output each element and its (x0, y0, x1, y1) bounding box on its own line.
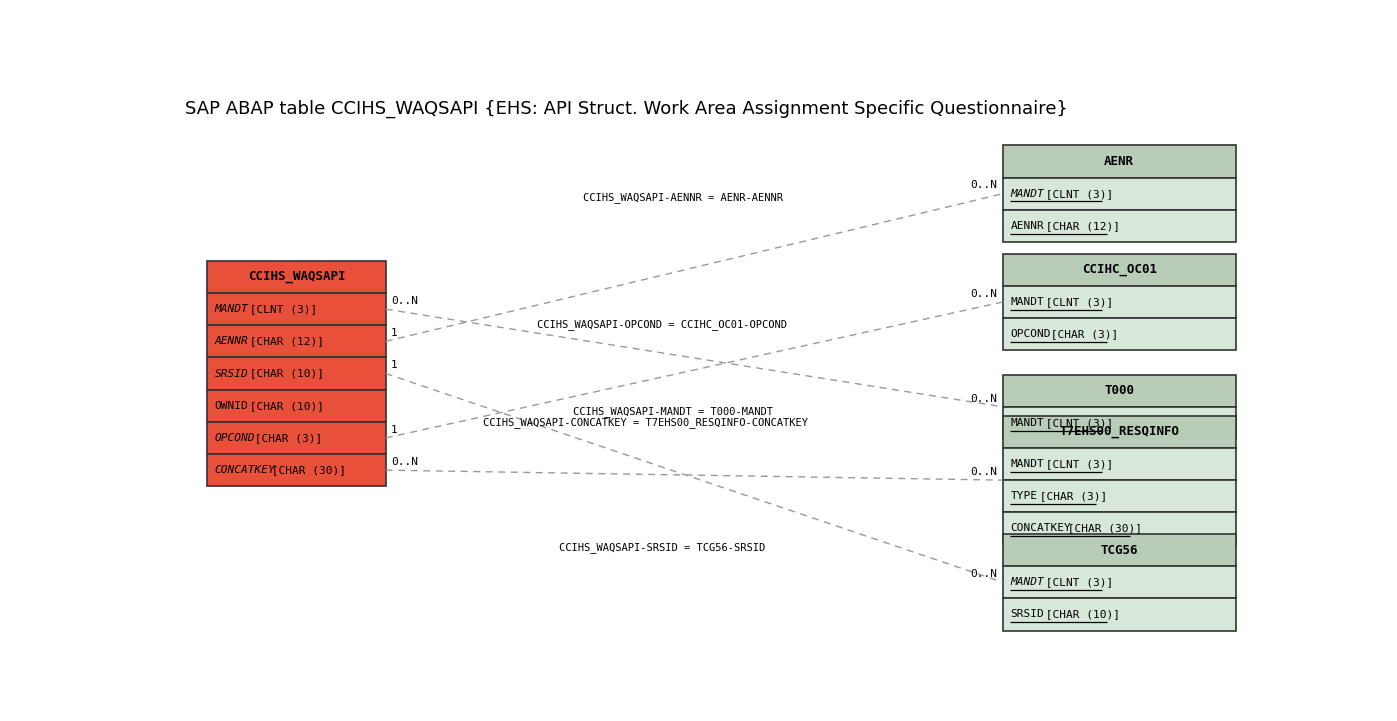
FancyBboxPatch shape (1003, 286, 1235, 318)
Text: OPCOND: OPCOND (215, 433, 256, 443)
Text: [CHAR (3)]: [CHAR (3)] (249, 433, 323, 443)
FancyBboxPatch shape (207, 261, 386, 293)
FancyBboxPatch shape (1003, 513, 1235, 544)
Text: MANDT: MANDT (1010, 578, 1044, 588)
Text: [CLNT (3)]: [CLNT (3)] (1038, 578, 1113, 588)
Text: MANDT: MANDT (1010, 297, 1044, 307)
Text: SRSID: SRSID (1010, 609, 1044, 619)
Text: 1: 1 (391, 425, 398, 435)
Text: OWNID: OWNID (215, 401, 249, 411)
Text: CCIHS_WAQSAPI-AENNR = AENR-AENNR: CCIHS_WAQSAPI-AENNR = AENR-AENNR (584, 192, 784, 203)
FancyBboxPatch shape (1003, 210, 1235, 242)
FancyBboxPatch shape (1003, 407, 1235, 439)
FancyBboxPatch shape (1003, 416, 1235, 448)
FancyBboxPatch shape (207, 293, 386, 325)
Text: CCIHS_WAQSAPI-CONCATKEY = T7EHS00_RESQINFO-CONCATKEY: CCIHS_WAQSAPI-CONCATKEY = T7EHS00_RESQIN… (483, 417, 807, 428)
Text: SAP ABAP table CCIHS_WAQSAPI {EHS: API Struct. Work Area Assignment Specific Que: SAP ABAP table CCIHS_WAQSAPI {EHS: API S… (186, 99, 1069, 118)
FancyBboxPatch shape (1003, 318, 1235, 350)
Text: TYPE: TYPE (1010, 491, 1038, 501)
FancyBboxPatch shape (1003, 375, 1235, 407)
Text: [CHAR (3)]: [CHAR (3)] (1044, 329, 1119, 339)
Text: [CHAR (30)]: [CHAR (30)] (1062, 523, 1143, 534)
Text: [CLNT (3)]: [CLNT (3)] (1038, 297, 1113, 307)
Text: CCIHC_OC01: CCIHC_OC01 (1081, 263, 1157, 276)
Text: CONCATKEY: CONCATKEY (215, 465, 275, 475)
FancyBboxPatch shape (1003, 566, 1235, 598)
FancyBboxPatch shape (207, 422, 386, 454)
Text: MANDT: MANDT (215, 304, 249, 314)
Text: CCIHS_WAQSAPI-OPCOND = CCIHC_OC01-OPCOND: CCIHS_WAQSAPI-OPCOND = CCIHC_OC01-OPCOND (536, 319, 787, 329)
FancyBboxPatch shape (1003, 598, 1235, 631)
Text: 0..N: 0..N (971, 466, 997, 477)
Text: [CLNT (3)]: [CLNT (3)] (1038, 418, 1113, 428)
Text: 0..N: 0..N (971, 394, 997, 404)
Text: AENNR: AENNR (215, 336, 249, 346)
Text: T000: T000 (1104, 384, 1134, 397)
Text: [CHAR (3)]: [CHAR (3)] (1032, 491, 1108, 501)
Text: [CLNT (3)]: [CLNT (3)] (1038, 189, 1113, 199)
FancyBboxPatch shape (207, 358, 386, 389)
Text: 1: 1 (391, 328, 398, 338)
Text: OPCOND: OPCOND (1010, 329, 1051, 339)
Text: [CHAR (10)]: [CHAR (10)] (243, 401, 324, 411)
Text: [CLNT (3)]: [CLNT (3)] (243, 304, 317, 314)
Text: 0..N: 0..N (971, 180, 997, 190)
Text: MANDT: MANDT (1010, 459, 1044, 469)
Text: AENNR: AENNR (1010, 221, 1044, 231)
FancyBboxPatch shape (1003, 177, 1235, 210)
FancyBboxPatch shape (1003, 534, 1235, 566)
Text: [CLNT (3)]: [CLNT (3)] (1038, 459, 1113, 469)
FancyBboxPatch shape (1003, 146, 1235, 177)
FancyBboxPatch shape (1003, 254, 1235, 286)
Text: AENR: AENR (1104, 155, 1134, 168)
Text: [CHAR (10)]: [CHAR (10)] (243, 368, 324, 379)
FancyBboxPatch shape (207, 389, 386, 422)
Text: [CHAR (10)]: [CHAR (10)] (1038, 609, 1119, 619)
FancyBboxPatch shape (1003, 448, 1235, 480)
Text: MANDT: MANDT (1010, 189, 1044, 199)
Text: 0..N: 0..N (391, 457, 418, 466)
Text: 0..N: 0..N (391, 296, 418, 306)
Text: CCIHS_WAQSAPI: CCIHS_WAQSAPI (247, 270, 345, 283)
Text: 0..N: 0..N (971, 569, 997, 579)
Text: MANDT: MANDT (1010, 418, 1044, 428)
Text: CCIHS_WAQSAPI-SRSID = TCG56-SRSID: CCIHS_WAQSAPI-SRSID = TCG56-SRSID (559, 542, 766, 553)
FancyBboxPatch shape (207, 454, 386, 486)
Text: [CHAR (12)]: [CHAR (12)] (1038, 221, 1119, 231)
Text: 0..N: 0..N (971, 288, 997, 298)
Text: 1: 1 (391, 360, 398, 370)
Text: [CHAR (12)]: [CHAR (12)] (243, 336, 324, 346)
FancyBboxPatch shape (207, 325, 386, 358)
Text: CCIHS_WAQSAPI-MANDT = T000-MANDT: CCIHS_WAQSAPI-MANDT = T000-MANDT (573, 406, 773, 417)
Text: T7EHS00_RESQINFO: T7EHS00_RESQINFO (1059, 425, 1179, 438)
Text: [CHAR (30)]: [CHAR (30)] (265, 465, 346, 475)
FancyBboxPatch shape (1003, 480, 1235, 513)
Text: TCG56: TCG56 (1101, 544, 1139, 557)
Text: CONCATKEY: CONCATKEY (1010, 523, 1071, 534)
Text: SRSID: SRSID (215, 368, 249, 379)
